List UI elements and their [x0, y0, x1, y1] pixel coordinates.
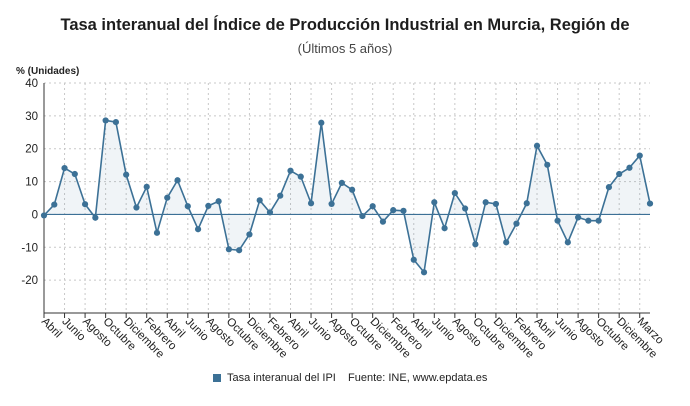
data-point: [359, 212, 366, 220]
data-point: [575, 214, 582, 221]
data-point: [482, 199, 489, 206]
chart-subtitle: (Últimos 5 años): [297, 41, 393, 56]
data-point: [318, 119, 325, 126]
data-point: [441, 225, 448, 232]
series-polyline: [43, 119, 651, 274]
data-point: [184, 203, 191, 210]
data-point: [225, 246, 232, 253]
y-tick-label: -20: [21, 275, 38, 287]
chart-title: Tasa interanual del Índice de Producción…: [60, 16, 630, 34]
data-point: [431, 199, 438, 206]
line-chart: -20 -10 0 10 20 30 40 AbrilJunioAgostoOctubreD…: [21, 78, 666, 361]
data-point: [51, 201, 58, 208]
data-point: [646, 200, 654, 207]
data-point: [143, 183, 150, 190]
data-point: [194, 226, 202, 233]
data-point: [523, 200, 530, 207]
series-points: [40, 117, 654, 276]
data-point: [102, 117, 109, 124]
data-point: [616, 170, 623, 178]
data-point: [112, 119, 119, 126]
data-point: [492, 200, 500, 208]
y-axis-label: % (Unidades): [16, 66, 80, 77]
data-point: [205, 202, 212, 209]
data-point: [153, 229, 161, 236]
data-point: [564, 239, 571, 246]
data-point: [40, 212, 48, 219]
data-point: [287, 167, 294, 174]
data-point: [307, 200, 315, 207]
series-area: [44, 120, 650, 273]
data-point: [513, 220, 520, 227]
data-point: [369, 203, 376, 210]
y-tick-label: 0: [32, 209, 38, 221]
data-point: [544, 161, 551, 168]
y-tick-label: 20: [25, 144, 38, 156]
data-point: [92, 214, 99, 221]
data-point: [297, 173, 304, 180]
data-point: [410, 256, 417, 263]
data-point: [266, 209, 274, 216]
data-point: [533, 142, 541, 149]
data-point: [133, 204, 140, 211]
data-point: [420, 269, 428, 276]
data-point: [400, 207, 407, 214]
y-tick-labels: -20 -10 0 10 20 30 40: [21, 78, 38, 287]
data-point: [328, 200, 335, 208]
area-fill: [44, 120, 650, 273]
data-point: [123, 171, 130, 178]
data-point: [554, 217, 561, 224]
legend-swatch: [213, 374, 221, 382]
data-point: [605, 184, 613, 191]
series-line: [43, 119, 651, 274]
data-point: [503, 239, 510, 246]
source-note: Fuente: INE, www.epdata.es: [348, 372, 488, 384]
data-point: [61, 165, 68, 172]
data-point: [164, 194, 171, 201]
data-point: [246, 231, 253, 238]
data-point: [595, 217, 602, 224]
data-point: [585, 217, 592, 224]
data-point: [390, 207, 397, 214]
y-tick-label: 30: [25, 111, 38, 123]
data-point: [81, 201, 89, 208]
data-point: [349, 186, 356, 193]
data-point: [472, 241, 479, 248]
x-tick-labels: AbrilJunioAgostoOctubreDiciembreFebreroA…: [39, 316, 666, 361]
axes: [43, 83, 650, 318]
data-point: [462, 205, 469, 212]
data-point: [277, 192, 284, 199]
y-tick-label: 40: [25, 78, 38, 90]
data-point: [215, 198, 222, 205]
data-point: [71, 170, 78, 178]
x-tick-label: Abril: [39, 316, 64, 341]
y-tick-label: 10: [25, 177, 38, 189]
legend: Tasa interanual del IPI: [213, 372, 336, 384]
data-point: [174, 177, 181, 184]
data-point: [338, 179, 345, 186]
data-point: [236, 247, 243, 254]
data-point: [379, 218, 387, 225]
legend-label: Tasa interanual del IPI: [227, 372, 336, 384]
data-point: [626, 164, 633, 171]
data-point: [451, 189, 458, 197]
y-tick-label: -10: [21, 242, 38, 254]
data-point: [256, 197, 263, 204]
data-point: [636, 152, 643, 159]
